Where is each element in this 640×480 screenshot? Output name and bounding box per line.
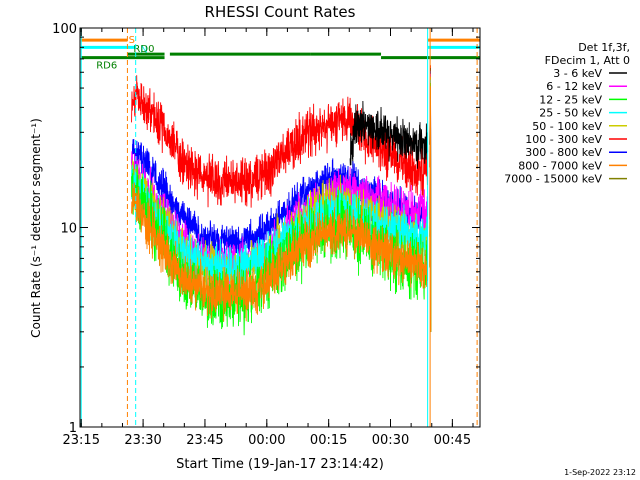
x-tick-label: 00:15	[310, 433, 347, 448]
legend-header-line: FDecim 1, Att 0	[545, 54, 630, 67]
series-line-800-7000kev	[131, 182, 429, 322]
data-series-group	[131, 65, 432, 336]
legend-entry-label: 50 - 100 keV	[532, 120, 602, 133]
series-line-3-6kev	[349, 101, 429, 169]
legend-entry-label: 3 - 6 keV	[553, 67, 602, 80]
x-tick-label: 00:45	[434, 433, 471, 448]
x-tick-label: 00:30	[372, 433, 409, 448]
legend-entry-label: 6 - 12 keV	[546, 80, 602, 93]
y-tick-label: 100	[52, 22, 77, 37]
x-tick-label: 00:00	[248, 433, 285, 448]
flag-label-n: N	[140, 44, 147, 55]
flag-label-rd0: RD0	[133, 44, 154, 55]
legend-entry-label: 7000 - 15000 keV	[504, 173, 602, 186]
flag-label-rd6: RD6	[96, 61, 117, 72]
x-tick-label: 23:45	[186, 433, 223, 448]
legend-entry-label: 25 - 50 keV	[539, 107, 602, 120]
x-tick-label: 23:15	[63, 433, 100, 448]
legend-header-line: Det 1f,3f,	[578, 41, 630, 54]
legend-entry-label: 100 - 300 keV	[525, 133, 602, 146]
footer-date: 1-Sep-2022 23:12	[564, 468, 636, 477]
y-tick-label: 10	[60, 222, 77, 237]
x-axis-label: Start Time (19-Jan-17 23:14:42)	[176, 457, 384, 472]
legend-entry-label: 12 - 25 keV	[539, 93, 602, 106]
legend-entry-label: 300 - 800 keV	[525, 146, 602, 159]
y-axis-label: Count Rate (s⁻¹ detector segment⁻¹)	[29, 118, 43, 338]
chart-title: RHESSI Count Rates	[205, 3, 356, 21]
legend-entry-label: 800 - 7000 keV	[518, 159, 602, 172]
y-tick-label: 1	[69, 421, 77, 436]
x-tick-label: 23:30	[124, 433, 161, 448]
axes-group: 23:15 23:30 23:45 00:00 00:15 00:30 00:45 1 10 10…	[52, 22, 480, 448]
flag-label-s: S	[129, 35, 135, 46]
